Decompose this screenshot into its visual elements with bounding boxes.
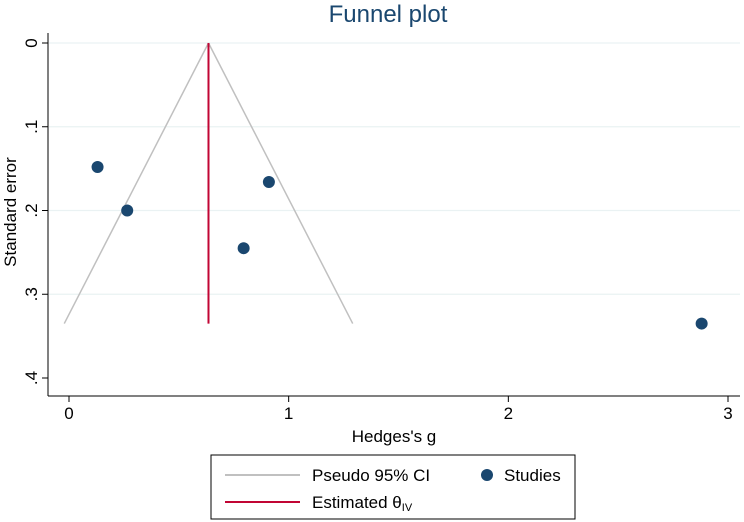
legend: Pseudo 95% CI Studies Estimated θIV	[210, 454, 576, 520]
study-point	[262, 176, 275, 189]
x-axis-title: Hedges's g	[352, 427, 437, 446]
study-point	[91, 160, 104, 173]
y-tick-label: 0	[22, 38, 41, 47]
y-ticks: 0 .1 .2 .3 .4	[22, 38, 48, 385]
legend-estimate-label: Estimated θIV	[312, 493, 413, 514]
legend-box	[210, 454, 576, 520]
chart-title: Funnel plot	[329, 1, 448, 28]
x-tick-label: 3	[723, 404, 732, 423]
funnel-lines	[63, 42, 354, 324]
axes	[47, 33, 740, 397]
y-tick-label: .1	[22, 120, 41, 134]
study-points	[91, 160, 708, 330]
legend-estimate-text: Estimated θ	[312, 493, 402, 512]
study-point	[121, 204, 134, 217]
ci-left-line	[63, 42, 210, 324]
ci-right-line	[207, 42, 354, 324]
legend-studies-label: Studies	[504, 466, 561, 485]
x-tick-label: 2	[504, 404, 513, 423]
y-tick-label: .3	[22, 287, 41, 301]
study-point	[237, 242, 250, 255]
grid-lines	[49, 42, 740, 295]
legend-ci-label: Pseudo 95% CI	[312, 466, 430, 485]
y-tick-label: .4	[22, 371, 41, 385]
legend-estimate-subscript: IV	[402, 502, 413, 514]
x-tick-label: 1	[284, 404, 293, 423]
x-tick-label: 0	[64, 404, 73, 423]
legend-studies-marker	[481, 469, 493, 481]
x-ticks: 0 1 2 3	[64, 396, 733, 423]
y-axis-title: Standard error	[1, 157, 20, 267]
y-tick-label: .2	[22, 203, 41, 217]
study-point	[695, 317, 708, 330]
